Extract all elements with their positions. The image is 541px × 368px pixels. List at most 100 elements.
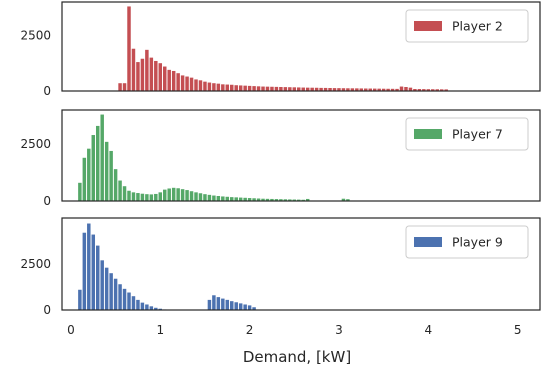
histogram-bar [301, 199, 305, 201]
histogram-bar [265, 198, 270, 201]
histogram-bar [140, 193, 145, 201]
histogram-bar [167, 188, 171, 201]
histogram-bar [283, 87, 288, 91]
subplot-2: 0 2500 Player 7 [20, 109, 541, 208]
histogram-bar [87, 223, 91, 310]
histogram-bar [212, 295, 216, 310]
histogram-bar [198, 80, 203, 91]
histogram-bar [417, 89, 422, 91]
histogram-bar [104, 267, 109, 310]
histogram-bar [212, 83, 216, 91]
histogram-bar [314, 87, 319, 91]
x-tick-label: 3 [335, 323, 343, 337]
histogram-bar [163, 66, 167, 91]
histogram-bar [386, 88, 390, 91]
legend: Player 7 [405, 117, 529, 151]
histogram-bar [431, 89, 435, 91]
histogram-bar [252, 307, 256, 310]
histogram-bar [96, 245, 100, 310]
histogram-bar [230, 301, 234, 310]
histogram-bar [292, 87, 297, 91]
histogram-bar [118, 180, 122, 201]
histogram-bar [185, 190, 189, 201]
histogram-bar [171, 70, 176, 91]
histogram-bar [216, 297, 221, 310]
histogram-bar [140, 302, 145, 310]
histogram-bar [122, 83, 127, 91]
histogram-bar [256, 198, 261, 201]
x-tick-label: 5 [514, 323, 522, 337]
histogram-bar [270, 198, 274, 201]
histogram-bar [359, 88, 364, 91]
histogram-bar [78, 289, 82, 310]
histogram-bar [261, 198, 265, 201]
histogram-bar [189, 77, 194, 91]
histogram-bar [368, 88, 372, 91]
histogram-bar [408, 87, 413, 91]
histogram-bar [203, 194, 207, 201]
histogram-bar [341, 88, 346, 91]
histogram-bar [350, 88, 355, 91]
histogram-bar [381, 88, 386, 91]
histogram-bar [305, 87, 310, 91]
histogram-bar [261, 86, 265, 91]
histogram-bar [395, 88, 399, 91]
histogram-bar [243, 304, 247, 310]
histogram-bar [91, 234, 96, 310]
histogram-bar [118, 83, 122, 91]
histogram-bar [288, 199, 292, 201]
histogram-bar [279, 87, 283, 91]
histogram-bar [180, 189, 185, 201]
histogram-bar [131, 296, 136, 310]
histogram-bar [203, 81, 207, 91]
histogram-bar [288, 87, 292, 91]
histogram-bar [180, 75, 185, 91]
histogram-bar [131, 192, 136, 201]
histogram-bar [82, 157, 87, 201]
histogram-bar [301, 87, 305, 91]
histogram-bar [225, 84, 230, 91]
histogram-bar [176, 73, 180, 91]
histogram-bar [225, 196, 230, 201]
histogram-bar [310, 87, 314, 91]
histogram-bar [91, 135, 96, 201]
histogram-bar [297, 87, 301, 91]
histogram-bar [207, 82, 212, 91]
x-tick-label: 2 [246, 323, 254, 337]
histogram-bar [422, 89, 426, 91]
legend-box [405, 9, 529, 43]
y-tick-label: 2500 [20, 257, 51, 271]
histogram-bar [346, 88, 350, 91]
histogram-bar [319, 87, 323, 91]
y-tick-label: 0 [43, 194, 51, 208]
subplot-1: 0 2500 Player 2 [20, 1, 541, 98]
histogram-bar [279, 199, 283, 201]
legend-box [405, 225, 529, 259]
histogram-bar [82, 232, 87, 310]
histogram-bar [292, 199, 297, 201]
histogram-bar [207, 194, 212, 201]
y-tick-label: 0 [43, 303, 51, 317]
legend: Player 2 [405, 9, 529, 43]
histogram-bar [221, 84, 225, 91]
histogram-bar [346, 199, 350, 201]
histogram-bar [243, 197, 247, 201]
histogram-bar [238, 85, 243, 91]
histogram-bar [230, 197, 234, 201]
histogram-bar [270, 86, 274, 91]
histogram-bar [332, 88, 337, 91]
histogram-bar [163, 189, 167, 202]
histogram-bar [274, 86, 279, 91]
x-axis: 0 1 2 3 4 5 [67, 323, 521, 337]
histogram-bar [337, 88, 341, 91]
histogram-bar [364, 88, 368, 91]
y-tick-label: 0 [43, 84, 51, 98]
histogram-bar [305, 198, 310, 201]
plot-frame [61, 109, 541, 202]
histogram-bar [154, 307, 158, 310]
plot-frame [61, 1, 541, 92]
legend-swatch [414, 129, 442, 139]
histogram-bar [238, 197, 243, 201]
legend: Player 9 [405, 225, 529, 259]
